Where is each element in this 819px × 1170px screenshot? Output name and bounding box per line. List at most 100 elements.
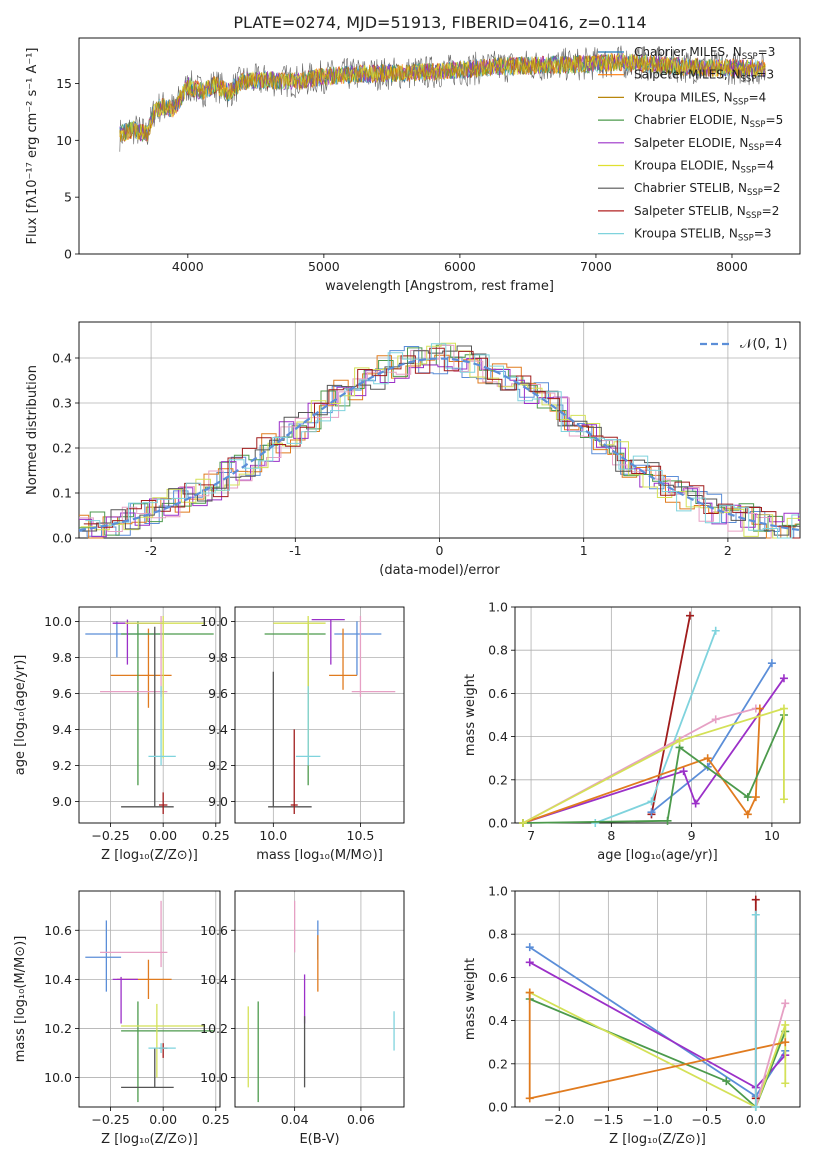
plot-frame: [78, 606, 221, 824]
figure-title: PLATE=0274, MJD=51913, FIBERID=0416, z=0…: [233, 13, 646, 32]
weight-point-marker: [703, 754, 712, 763]
tick-label-x: 0.00: [149, 828, 177, 843]
legend-entry: Salpeter MILES, NSSP=3: [634, 68, 774, 85]
tick-label-x: −1.5: [593, 1112, 623, 1127]
weight-point-marker: [781, 999, 790, 1008]
tick-label-y: 9.8: [208, 650, 228, 665]
tick-label-x: -1: [289, 543, 301, 558]
tick-label-y: 10.0: [44, 614, 72, 629]
weight-series-line: [754, 1003, 787, 1108]
spectrum-legend: Chabrier MILES, NSSP=3 Salpeter MILES, NS…: [598, 45, 783, 244]
age_vs_Z-axes: −0.25 0.00 0.25 9.0 9.2 9.4 9.6 9.8 10.0 Z [log₁₀…: [13, 606, 230, 863]
tick-label-y: 0.2: [488, 772, 508, 787]
tick-label-y: 10.0: [200, 1070, 228, 1085]
mass_vs_Z-errorbars: [85, 900, 214, 1103]
tick-label-x: −2.0: [544, 1112, 574, 1127]
weight-series-line: [529, 998, 787, 1109]
weight-point-marker: [686, 611, 695, 620]
tick-label-y: 10: [56, 133, 72, 148]
plot-frame: [514, 890, 801, 1108]
legend-entry: Chabrier STELIB, NSSP=2: [634, 181, 781, 198]
legend-entry: Kroupa STELIB, NSSP=3: [634, 227, 772, 244]
weight-point-marker: [722, 1077, 731, 1086]
axis-label-x: E(B-V): [299, 1132, 339, 1147]
tick-label-x: 10.5: [347, 828, 375, 843]
tick-label-y: 0.2: [488, 1056, 508, 1071]
tick-label-x: 6000: [444, 259, 476, 274]
weight-point-marker: [519, 819, 528, 827]
tick-label-x: 9: [688, 828, 696, 843]
weight-point-marker: [675, 736, 684, 745]
legend-entry: Chabrier MILES, NSSP=3: [634, 45, 775, 62]
tick-label-y: 9.2: [52, 758, 72, 773]
tick-label-y: 9.4: [52, 722, 72, 737]
tick-label-y: 0.8: [488, 927, 508, 942]
axis-label-x: age [log₁₀(age/yr)]: [597, 848, 718, 863]
weight-point-marker: [781, 1038, 790, 1047]
weight-point-marker: [525, 958, 534, 967]
weight-point-marker: [743, 810, 752, 819]
legend-entry: 𝒩(0, 1): [740, 337, 787, 352]
weight-point-marker: [691, 799, 700, 808]
weight-point-marker: [779, 674, 788, 683]
tick-label-y: 0.6: [488, 686, 508, 701]
legend-entry: Salpeter STELIB, NSSP=2: [634, 204, 779, 221]
tick-label-x: 0.0: [746, 1112, 766, 1127]
tick-label-y: 9.8: [52, 650, 72, 665]
tick-label-y: 0.0: [488, 1100, 508, 1115]
histogram-series: [79, 354, 800, 539]
spectrum-lines: [119, 45, 766, 152]
weight-point-marker: [779, 795, 788, 804]
plot-frame: [78, 890, 221, 1108]
plot-frame: [234, 606, 405, 824]
tick-label-y: 15: [56, 76, 72, 91]
age_vs_mass-errorbars: [264, 616, 396, 814]
weight-point-marker: [781, 1079, 790, 1088]
tick-label-y: 0: [64, 247, 72, 262]
tick-label-x: 1: [580, 543, 588, 558]
weight-series-line: [522, 677, 785, 824]
plot-frame: [78, 321, 801, 539]
tick-label-y: 10.0: [200, 614, 228, 629]
spectrum-axes: 4000 5000 6000 7000 8000 0 5 10 15 wavelength [An…: [25, 37, 801, 294]
tick-label-x: 5000: [308, 259, 340, 274]
histogram-series: [85, 343, 800, 539]
axis-label-y: mass [log₁₀(M/M⊙)]: [13, 936, 28, 1063]
legend-entry: Kroupa MILES, NSSP=4: [634, 90, 766, 107]
weight-point-marker: [743, 793, 752, 802]
weight-point-marker: [679, 767, 688, 776]
tick-label-x: 10.0: [259, 828, 287, 843]
tick-label-y: 10.2: [200, 1021, 228, 1036]
weight-point-marker: [779, 704, 788, 713]
weight-point-marker: [647, 797, 656, 806]
weight-point-marker: [751, 793, 760, 802]
legend-entry: Salpeter ELODIE, NSSP=4: [634, 136, 782, 153]
mw_vs_age-lines: [519, 611, 788, 827]
tick-label-y: 0.4: [488, 1013, 508, 1028]
mw_vs_age-axes: 7 8 9 10 0.0 0.2 0.4 0.6 0.8 1.0 age [log₁₀(age/yr…: [463, 600, 801, 863]
tick-label-y: 10.0: [44, 1070, 72, 1085]
tick-label-x: -2: [145, 543, 157, 558]
weight-point-marker: [781, 1020, 790, 1029]
axis-label-x: Z [log₁₀(Z/Z⊙)]: [101, 1132, 198, 1147]
weight-point-marker: [755, 704, 764, 713]
tick-label-x: −1.0: [642, 1112, 672, 1127]
legend-entry: Chabrier ELODIE, NSSP=5: [634, 113, 783, 130]
tick-label-x: 7000: [580, 259, 612, 274]
spectrum-series-line: [119, 52, 766, 142]
tick-label-y: 0.3: [52, 396, 72, 411]
tick-label-y: 9.0: [208, 794, 228, 809]
plot-frame: [234, 890, 405, 1108]
weight-point-marker: [751, 1103, 760, 1111]
axis-label-y: mass weight: [463, 958, 478, 1040]
weight-point-marker: [711, 715, 720, 724]
tick-label-y: 10.2: [44, 1021, 72, 1036]
weight-point-marker: [525, 943, 534, 952]
tick-label-x: −0.25: [91, 828, 129, 843]
weight-series-line: [650, 662, 773, 813]
spectrum-series-line: [119, 54, 766, 142]
tick-label-x: −0.25: [91, 1112, 129, 1127]
axis-label-x: (data-model)/error: [379, 563, 500, 578]
tick-label-x: 2: [724, 543, 732, 558]
